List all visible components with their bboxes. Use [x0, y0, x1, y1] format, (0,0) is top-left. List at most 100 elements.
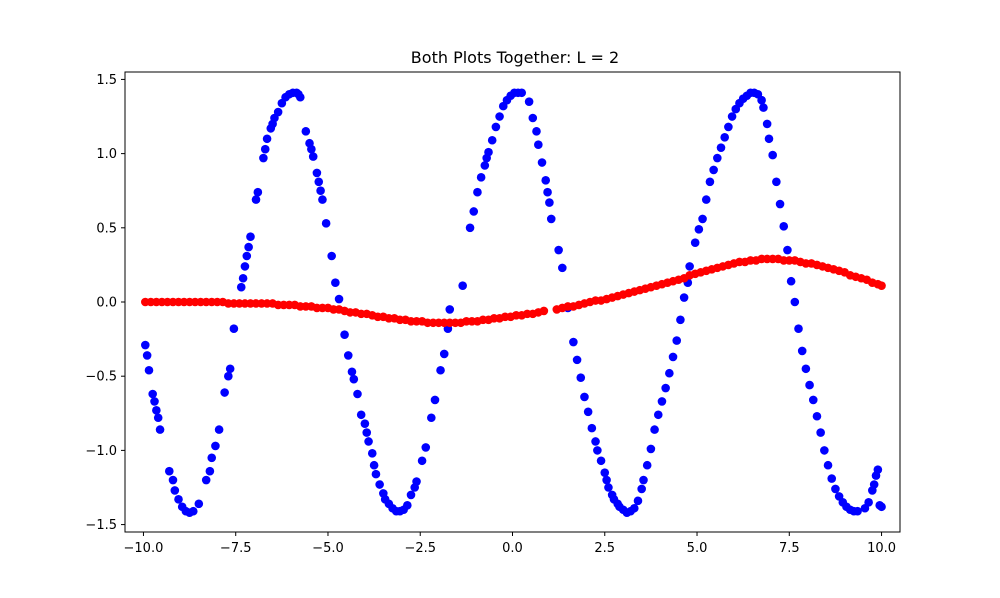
data-point-blue-47: [296, 92, 305, 102]
data-point-blue-53: [314, 177, 324, 187]
data-point-blue-67: [362, 428, 372, 437]
data-point-blue-35: [260, 144, 270, 154]
data-point-blue-29: [242, 251, 252, 261]
data-point-red-72: [539, 306, 549, 316]
data-point-blue-55: [318, 195, 327, 204]
data-point-blue-27: [238, 273, 248, 283]
data-point-blue-182: [779, 222, 789, 231]
data-point-blue-83: [412, 477, 421, 486]
data-point-blue-81: [406, 490, 416, 500]
data-point-blue-95: [473, 187, 482, 197]
data-point-blue-16: [194, 499, 204, 509]
data-point-blue-96: [476, 173, 486, 182]
data-point-blue-20: [211, 441, 220, 451]
data-point-blue-89: [439, 349, 449, 359]
data-point-blue-71: [371, 469, 381, 479]
data-point-blue-167: [727, 112, 737, 121]
data-point-blue-153: [676, 315, 685, 325]
data-point-blue-156: [685, 262, 694, 271]
data-point-blue-18: [205, 466, 215, 476]
data-point-blue-128: [593, 446, 602, 455]
data-point-blue-26: [236, 282, 246, 292]
data-point-blue-101: [491, 122, 501, 132]
data-point-blue-127: [591, 437, 600, 446]
data-point-blue-97: [480, 161, 490, 170]
data-point-blue-126: [587, 423, 597, 433]
data-point-blue-159: [698, 214, 707, 224]
data-point-blue-162: [709, 165, 718, 175]
data-point-blue-129: [596, 456, 606, 466]
series-blue: [141, 88, 886, 518]
data-point-blue-84: [417, 456, 427, 466]
data-point-blue-121: [569, 337, 578, 347]
data-point-blue-183: [783, 245, 792, 255]
data-point-blue-21: [214, 425, 224, 434]
data-point-blue-57: [327, 251, 336, 261]
data-point-blue-34: [259, 153, 268, 163]
data-point-blue-125: [583, 407, 593, 417]
data-point-blue-146: [650, 425, 659, 434]
data-point-blue-6: [153, 413, 163, 423]
data-point-blue-185: [790, 297, 800, 307]
x-tick-label-2: −5.0: [312, 541, 344, 556]
data-point-blue-194: [823, 460, 833, 470]
y-tick-label-1: −1.0: [85, 444, 117, 459]
data-point-blue-178: [764, 134, 774, 144]
data-point-blue-100: [487, 135, 497, 145]
data-point-blue-102: [495, 112, 504, 121]
data-point-blue-10: [170, 486, 180, 495]
data-point-blue-92: [458, 281, 467, 290]
data-point-blue-17: [201, 475, 211, 485]
data-point-blue-110: [528, 113, 538, 123]
data-point-blue-36: [262, 134, 272, 144]
data-point-blue-50: [307, 144, 316, 154]
data-point-blue-68: [364, 437, 373, 446]
data-point-blue-204: [864, 498, 873, 507]
data-point-blue-64: [353, 389, 362, 399]
data-point-blue-56: [321, 219, 331, 228]
data-point-blue-33: [253, 187, 263, 197]
data-point-blue-132: [604, 483, 613, 492]
data-point-blue-140: [629, 503, 639, 513]
data-point-blue-54: [316, 186, 325, 196]
data-point-blue-0: [141, 340, 150, 350]
data-point-blue-202: [853, 506, 862, 516]
data-point-blue-111: [532, 127, 541, 136]
data-point-blue-5: [152, 406, 161, 415]
data-point-blue-193: [820, 446, 829, 455]
plot-frame: [124, 71, 901, 533]
data-point-blue-124: [580, 392, 589, 402]
series-layer: [141, 88, 886, 518]
data-point-blue-30: [244, 242, 253, 252]
x-tick-label-5: 2.5: [594, 541, 615, 556]
chart-title: Both Plots Together: L = 2: [411, 48, 619, 67]
data-point-blue-99: [484, 147, 493, 157]
data-point-blue-119: [558, 263, 567, 273]
data-point-blue-32: [251, 195, 261, 204]
data-point-blue-166: [724, 122, 733, 132]
data-point-blue-181: [775, 199, 785, 209]
data-point-blue-8: [164, 466, 174, 476]
data-point-blue-80: [403, 500, 412, 510]
y-tick-label-3: 0.0: [96, 296, 117, 311]
data-point-blue-160: [701, 195, 711, 204]
data-point-blue-190: [808, 395, 818, 405]
data-point-blue-114: [541, 176, 551, 185]
data-point-blue-195: [827, 474, 837, 483]
data-point-blue-3: [148, 389, 157, 399]
data-point-blue-165: [720, 132, 729, 142]
data-point-blue-72: [375, 480, 384, 489]
data-point-blue-94: [469, 207, 479, 216]
data-point-blue-148: [657, 397, 667, 406]
data-point-blue-109: [524, 97, 534, 106]
data-point-blue-1: [142, 351, 152, 360]
data-point-blue-69: [367, 449, 377, 458]
data-point-blue-58: [331, 278, 340, 288]
data-point-blue-86: [427, 413, 436, 423]
data-point-blue-179: [768, 150, 777, 160]
data-point-blue-122: [572, 355, 582, 365]
data-point-blue-31: [246, 232, 255, 242]
x-tick-label-6: 5.0: [687, 541, 708, 556]
x-tick-label-4: 0.0: [502, 541, 523, 556]
